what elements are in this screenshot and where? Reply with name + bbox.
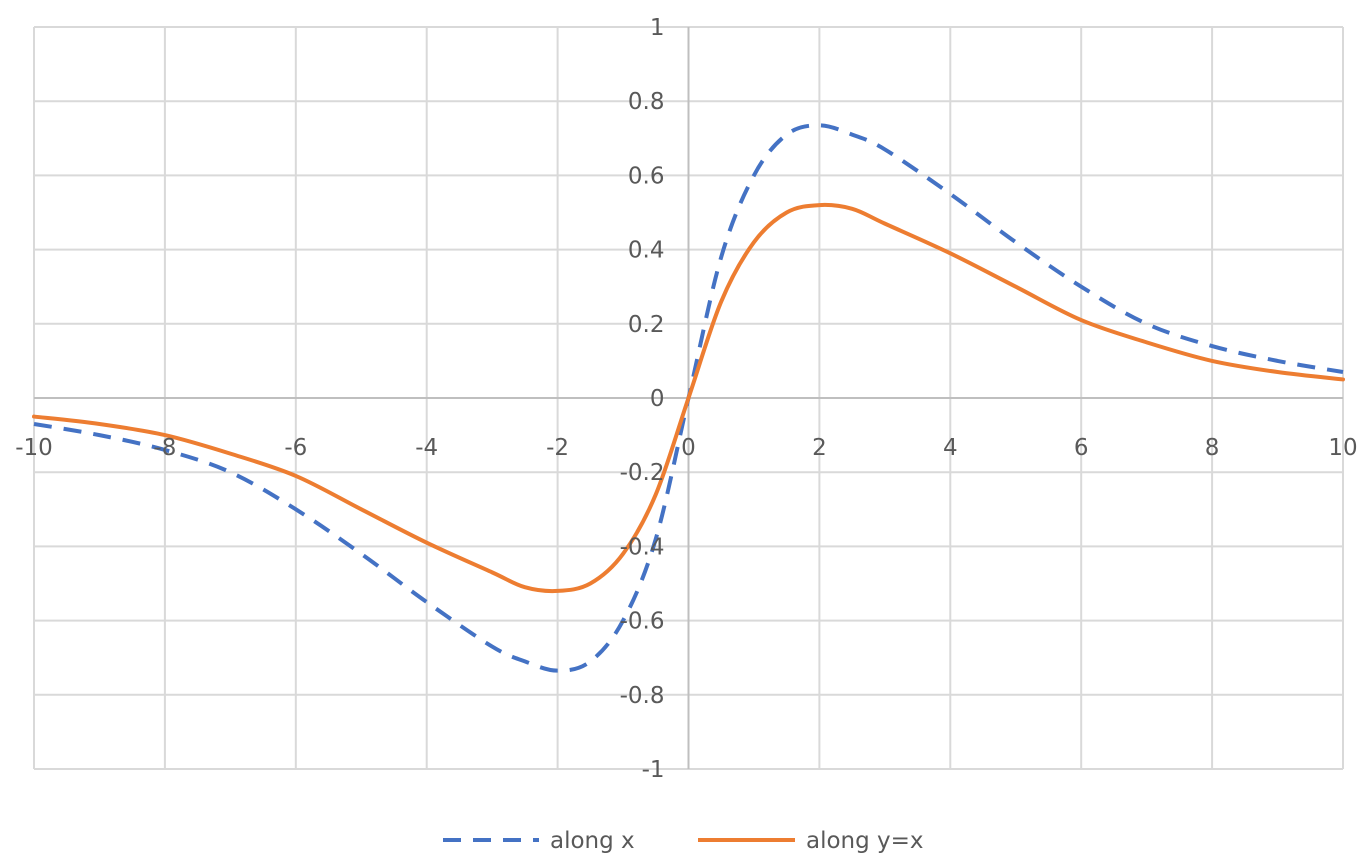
legend-item: along y=x [698,828,924,854]
x-tick-label: 8 [1205,435,1220,461]
x-tick-label: 0 [681,435,696,461]
y-tick-label: 0.6 [628,163,665,189]
x-tick-label: -6 [284,435,307,461]
x-tick-label: 2 [812,435,827,461]
y-tick-label: 1 [650,15,665,41]
x-tick-label: 10 [1328,435,1357,461]
y-tick-label: 0.2 [628,312,665,338]
series-group [32,123,1345,673]
x-tick-label: -2 [546,435,569,461]
legend-item: along x [443,828,635,854]
x-tick-label: -10 [15,435,53,461]
y-tick-label: 0.8 [628,89,665,115]
legend-label: along x [550,828,635,854]
x-tick-label: 4 [943,435,958,461]
series-line-along-y-equals-x [32,202,1345,594]
y-tick-label: -0.2 [620,460,665,486]
x-tick-label: -4 [415,435,438,461]
x-tick-label: 6 [1074,435,1089,461]
y-tick-label: -0.4 [620,534,665,560]
tick-labels: -10 -8 -6 -4 -2 0 2 4 6 8 10 -1 -0.8 -0.6 -0.4 -0.2 0 0.2… [15,15,1357,783]
y-tick-label: -0.6 [620,609,665,635]
legend-label: along y=x [806,828,924,854]
y-tick-label: 0.4 [628,238,665,264]
y-tick-label: -0.8 [620,683,665,709]
x-tick-label: -8 [153,435,176,461]
y-tick-label: -1 [642,757,665,783]
legend: along x along y=x [443,828,924,854]
y-tick-label: 0 [650,386,665,412]
